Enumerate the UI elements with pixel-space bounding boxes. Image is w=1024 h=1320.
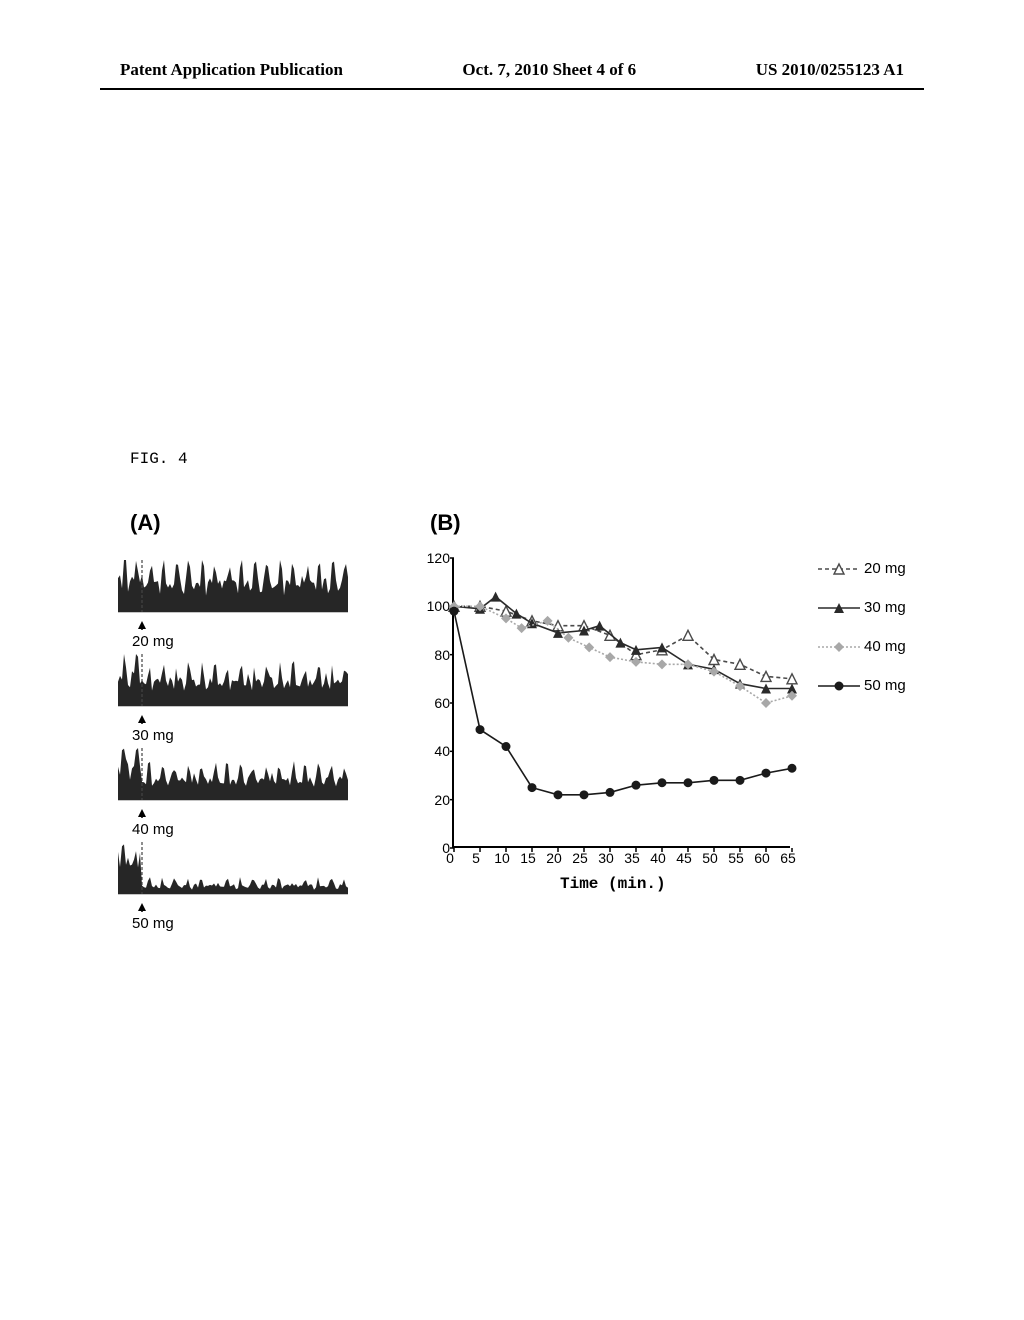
trace-block: 20 mg — [118, 558, 348, 650]
trace-dose-label: 40 mg — [132, 821, 348, 838]
x-axis-title: Time (min.) — [560, 875, 666, 893]
x-tick-label: 55 — [728, 850, 744, 866]
legend-label: 40 mg — [864, 638, 906, 655]
y-axis: 020406080100120 — [420, 558, 450, 848]
x-tick-label: 45 — [676, 850, 692, 866]
trace-block: 30 mg — [118, 652, 348, 744]
plot-area — [452, 558, 790, 848]
trace-svg — [118, 558, 348, 614]
x-tick-label: 40 — [650, 850, 666, 866]
x-tick-label: 50 — [702, 850, 718, 866]
x-tick-label: 20 — [546, 850, 562, 866]
x-axis: 05101520253035404550556065 — [450, 848, 800, 870]
chart-legend: 20 mg 30 mg 40 mg 50 mg — [818, 560, 906, 716]
header-center: Oct. 7, 2010 Sheet 4 of 6 — [462, 60, 636, 80]
legend-label: 20 mg — [864, 560, 906, 577]
page-header: Patent Application Publication Oct. 7, 2… — [0, 60, 1024, 80]
trace-dose-label: 30 mg — [132, 727, 348, 744]
panel-a-traces: 20 mg 30 mg 40 mg 50 mg — [118, 558, 348, 934]
x-tick-label: 15 — [520, 850, 536, 866]
header-left: Patent Application Publication — [120, 60, 343, 80]
trace-dose-label: 50 mg — [132, 915, 348, 932]
legend-marker-icon — [818, 679, 860, 693]
panel-b-label: (B) — [430, 510, 461, 536]
trace-svg — [118, 652, 348, 708]
trace-block: 50 mg — [118, 840, 348, 932]
legend-label: 30 mg — [864, 599, 906, 616]
legend-item: 40 mg — [818, 638, 906, 655]
x-tick-label: 5 — [472, 850, 480, 866]
x-tick-label: 25 — [572, 850, 588, 866]
trace-block: 40 mg — [118, 746, 348, 838]
trace-svg — [118, 746, 348, 802]
legend-item: 20 mg — [818, 560, 906, 577]
legend-marker-icon — [818, 601, 860, 615]
y-tick-label: 120 — [427, 550, 450, 566]
header-divider — [100, 88, 924, 90]
panel-b-chart: 020406080100120 051015202530354045505560… — [420, 558, 800, 870]
x-tick-label: 30 — [598, 850, 614, 866]
legend-marker-icon — [818, 562, 860, 576]
legend-label: 50 mg — [864, 677, 906, 694]
panel-a-label: (A) — [130, 510, 161, 536]
legend-item: 30 mg — [818, 599, 906, 616]
y-tick-label: 100 — [427, 598, 450, 614]
legend-item: 50 mg — [818, 677, 906, 694]
y-tick-label: 60 — [434, 695, 450, 711]
trace-dose-label: 20 mg — [132, 633, 348, 650]
x-tick-label: 65 — [780, 850, 796, 866]
trace-svg — [118, 840, 348, 896]
y-tick-label: 20 — [434, 792, 450, 808]
figure-title: FIG. 4 — [130, 450, 188, 468]
x-tick-label: 0 — [446, 850, 454, 866]
x-tick-label: 10 — [494, 850, 510, 866]
x-tick-label: 35 — [624, 850, 640, 866]
header-right: US 2010/0255123 A1 — [756, 60, 904, 80]
y-tick-label: 80 — [434, 647, 450, 663]
legend-marker-icon — [818, 640, 860, 654]
x-tick-label: 60 — [754, 850, 770, 866]
y-tick-label: 40 — [434, 743, 450, 759]
